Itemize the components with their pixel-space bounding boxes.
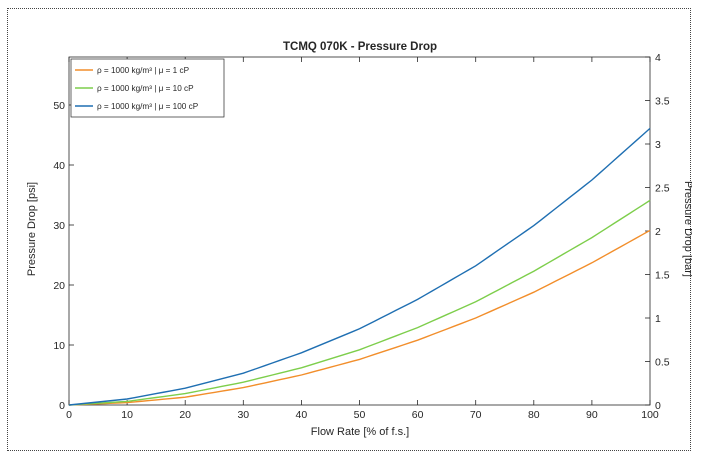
series-line-3 [68, 127, 651, 406]
y2-tick-label: 1.5 [655, 270, 670, 282]
y2-tick-label: 3 [655, 139, 661, 151]
legend-box [70, 58, 225, 118]
legend-entry-label: ρ = 1000 kg/m³ | μ = 100 cP [97, 102, 199, 111]
x-tick-label: 20 [179, 409, 191, 421]
y-tick-label: 0 [59, 400, 65, 412]
x-axis-label: Flow Rate [% of f.s.] [311, 426, 409, 438]
y-tick-label: 20 [53, 280, 65, 292]
x-tick-label: 40 [296, 409, 308, 421]
y-tick-label: 40 [53, 160, 65, 172]
series-line-1 [68, 229, 651, 406]
legend-entry-label: ρ = 1000 kg/m³ | μ = 1 cP [97, 66, 190, 75]
chart-title: TCMQ 070K - Pressure Drop [283, 41, 437, 53]
x-tick-label: 80 [528, 409, 540, 421]
y-tick-label: 10 [53, 340, 65, 352]
y2-tick-label: 3.5 [655, 96, 670, 108]
y2-tick-label: 2.5 [655, 183, 670, 195]
x-tick-label: 90 [586, 409, 598, 421]
x-tick-label: 60 [412, 409, 424, 421]
x-tick-label: 0 [66, 409, 72, 421]
y-axis-label: Pressure Drop [psi] [26, 182, 38, 276]
y-tick-label: 30 [53, 220, 65, 232]
x-tick-label: 100 [641, 409, 659, 421]
x-tick-label: 30 [237, 409, 249, 421]
y2-tick-label: 0.5 [655, 357, 670, 369]
x-tick-label: 10 [121, 409, 133, 421]
figure-frame: 0 10 20 30 40 50 60 70 80 90 100 0 10 20 30 40 50 0 0.5 1 1.… [7, 8, 692, 451]
y2-tick-label: 0 [655, 400, 661, 412]
legend-entry-label: ρ = 1000 kg/m³ | μ = 10 cP [97, 84, 194, 93]
y2-tick-label: 1 [655, 313, 661, 325]
y2-tick-label: 2 [655, 226, 661, 238]
x-tick-label: 50 [354, 409, 366, 421]
series-line-2 [68, 199, 651, 406]
y-tick-label: 50 [53, 100, 65, 112]
pressure-drop-chart: 0 10 20 30 40 50 60 70 80 90 1000102030405000.511.… [26, 41, 692, 438]
y2-axis-label: Pressure Drop [bar] [682, 181, 692, 277]
y2-tick-label: 4 [655, 52, 661, 64]
x-tick-label: 70 [470, 409, 482, 421]
